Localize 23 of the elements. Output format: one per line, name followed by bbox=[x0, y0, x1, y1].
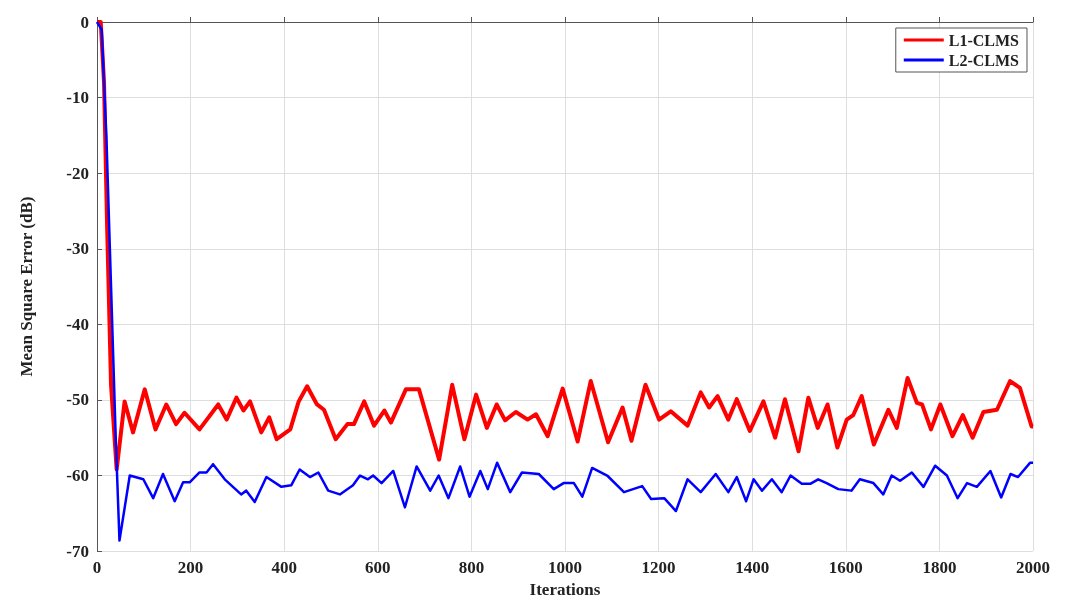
x-tick-label: 200 bbox=[177, 558, 204, 578]
legend-label: L2-CLMS bbox=[948, 51, 1020, 69]
x-tick-label: 1800 bbox=[922, 558, 957, 578]
y-axis-title: Mean Square Error (dB) bbox=[17, 196, 36, 377]
y-tick-label: -60 bbox=[66, 466, 89, 486]
x-tick-label: 800 bbox=[458, 558, 485, 578]
x-tick-label: 1000 bbox=[548, 558, 582, 578]
x-tick-label: 1600 bbox=[828, 558, 863, 578]
y-tick-label: -30 bbox=[66, 239, 89, 259]
x-tick-label: 2000 bbox=[1016, 558, 1050, 578]
y-tick-label: -10 bbox=[66, 88, 89, 108]
y-tick-label: -70 bbox=[66, 541, 89, 561]
y-tick-label: -40 bbox=[66, 314, 89, 334]
x-tick-label: 400 bbox=[271, 558, 297, 578]
y-tick-label: 0 bbox=[80, 12, 89, 32]
x-tick-label: 1400 bbox=[735, 558, 770, 578]
x-tick-label: 0 bbox=[92, 558, 102, 578]
legend-label: L1-CLMS bbox=[948, 31, 1020, 49]
x-tick-label: 1200 bbox=[641, 558, 676, 578]
x-axis-title: Iterations bbox=[529, 580, 601, 599]
y-tick-label: -50 bbox=[66, 390, 89, 410]
y-tick-label: -20 bbox=[66, 163, 89, 183]
x-tick-label: 600 bbox=[365, 558, 391, 578]
